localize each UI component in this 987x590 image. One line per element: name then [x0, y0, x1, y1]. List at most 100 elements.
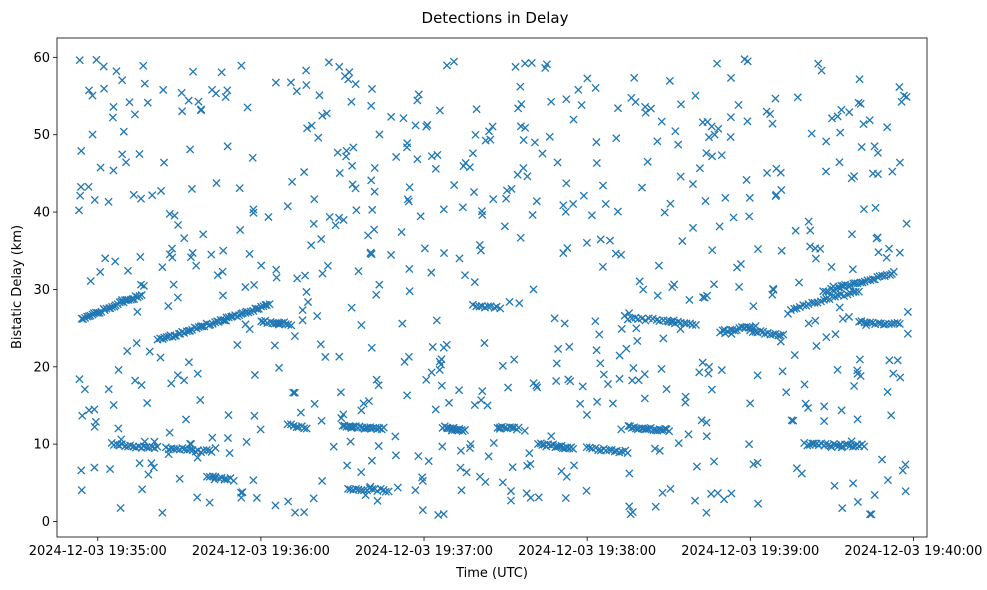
data-point — [777, 185, 786, 195]
data-point — [546, 441, 555, 450]
data-point — [853, 366, 862, 375]
data-point — [714, 124, 723, 133]
data-point — [193, 369, 202, 378]
x-tick-label: 2024-12-03 19:35:00 — [29, 544, 167, 559]
data-point — [104, 197, 113, 206]
data-point — [405, 183, 414, 192]
data-point — [144, 470, 153, 479]
data-point — [237, 488, 246, 497]
data-point — [611, 249, 620, 258]
data-point — [225, 448, 234, 458]
data-point — [547, 97, 556, 106]
data-point — [364, 231, 373, 240]
data-point — [357, 406, 366, 415]
data-point — [109, 400, 118, 410]
data-point — [224, 410, 233, 420]
data-point — [174, 220, 183, 230]
data-point — [527, 58, 536, 67]
data-point — [837, 105, 846, 114]
data-point — [783, 309, 793, 318]
data-point — [771, 94, 780, 103]
data-point — [246, 307, 255, 316]
data-point — [655, 446, 664, 455]
data-point — [666, 484, 675, 493]
x-tick-label: 2024-12-03 19:40:00 — [844, 544, 982, 559]
data-point — [899, 91, 909, 100]
data-point — [137, 291, 146, 300]
data-point — [300, 424, 309, 433]
data-point — [608, 399, 617, 408]
data-point — [569, 461, 579, 470]
data-point — [213, 271, 222, 280]
data-point — [471, 130, 480, 139]
data-point — [613, 207, 622, 216]
data-point — [853, 415, 862, 424]
data-point — [99, 62, 108, 71]
data-point — [807, 129, 816, 138]
data-point — [681, 392, 690, 401]
data-point — [361, 491, 370, 500]
data-point — [180, 376, 189, 385]
data-point — [376, 484, 385, 493]
data-point — [520, 59, 530, 68]
data-point — [552, 359, 561, 368]
data-point — [335, 352, 344, 361]
data-point — [827, 443, 836, 452]
data-point — [211, 89, 221, 98]
data-point — [379, 423, 388, 432]
data-point — [170, 211, 179, 220]
data-point — [676, 100, 686, 109]
data-point — [91, 417, 100, 426]
data-point — [468, 149, 478, 158]
data-point — [901, 487, 910, 496]
y-tick-label: 40 — [33, 206, 50, 221]
data-point — [766, 109, 775, 118]
data-point — [702, 418, 711, 427]
data-point — [336, 388, 345, 397]
data-point — [782, 388, 791, 397]
data-point — [136, 194, 146, 203]
data-point — [603, 379, 613, 389]
data-point — [346, 437, 355, 446]
data-point — [865, 510, 875, 519]
data-point — [121, 158, 131, 167]
data-point — [462, 468, 471, 477]
data-point — [206, 320, 215, 329]
data-point — [829, 282, 838, 291]
data-point — [643, 157, 652, 166]
data-point — [734, 100, 743, 109]
data-point — [483, 401, 492, 410]
data-point — [217, 68, 226, 77]
data-point — [847, 437, 856, 446]
data-point — [283, 202, 292, 211]
data-point — [515, 299, 524, 308]
data-point — [745, 212, 754, 221]
data-point — [720, 495, 729, 504]
data-point — [434, 510, 443, 520]
data-point — [173, 293, 182, 302]
data-point — [599, 370, 608, 379]
data-point — [359, 399, 368, 408]
data-point — [613, 104, 623, 113]
data-point — [717, 366, 726, 375]
data-point — [883, 387, 892, 396]
data-point — [375, 130, 384, 139]
data-point — [223, 433, 232, 443]
y-tick-label: 30 — [33, 283, 50, 298]
data-point — [565, 342, 574, 351]
data-point — [519, 163, 528, 173]
data-point — [218, 291, 228, 300]
data-point — [560, 319, 569, 328]
data-point — [153, 442, 162, 451]
data-point — [272, 273, 281, 282]
data-point — [404, 197, 413, 206]
data-point — [585, 443, 594, 452]
data-point — [181, 415, 191, 424]
data-point — [449, 57, 458, 66]
data-point — [639, 285, 648, 294]
data-point — [895, 82, 904, 92]
data-point — [262, 300, 271, 310]
data-point — [695, 164, 704, 173]
data-point — [368, 205, 377, 214]
data-point — [557, 467, 566, 476]
